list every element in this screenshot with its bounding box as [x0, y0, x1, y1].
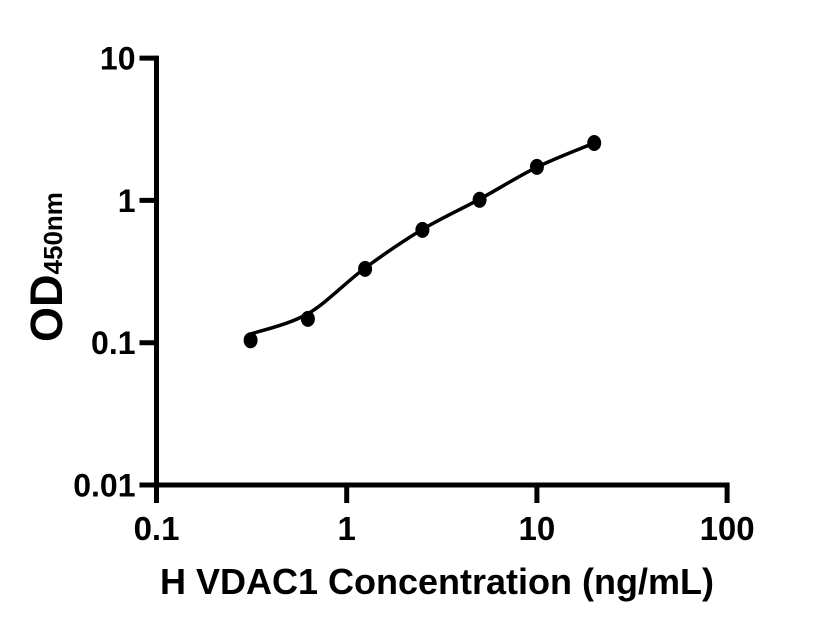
- fit-curve: [250, 141, 595, 336]
- y-axis-title: OD450nm: [21, 182, 78, 352]
- data-point: [587, 135, 602, 151]
- y-tick-label: 1: [118, 183, 136, 219]
- data-point: [243, 332, 258, 349]
- x-tick-label: 1: [338, 510, 356, 547]
- data-point: [472, 191, 487, 208]
- y-axis-title-main: OD: [21, 274, 72, 342]
- y-tick-label: 10: [100, 41, 136, 77]
- data-point: [358, 260, 373, 277]
- y-tick-label: 0.1: [91, 325, 135, 361]
- x-tick-label: 100: [700, 510, 755, 547]
- data-point: [300, 310, 315, 327]
- data-point: [529, 158, 544, 175]
- y-axis-title-subscript: 450nm: [38, 192, 68, 275]
- x-axis-title: H VDAC1 Concentration (ng/mL): [160, 561, 714, 602]
- x-tick-label: 10: [519, 510, 556, 547]
- x-tick-label: 0.1: [134, 510, 180, 547]
- y-tick-label: 0.01: [73, 468, 135, 504]
- data-point: [415, 221, 430, 238]
